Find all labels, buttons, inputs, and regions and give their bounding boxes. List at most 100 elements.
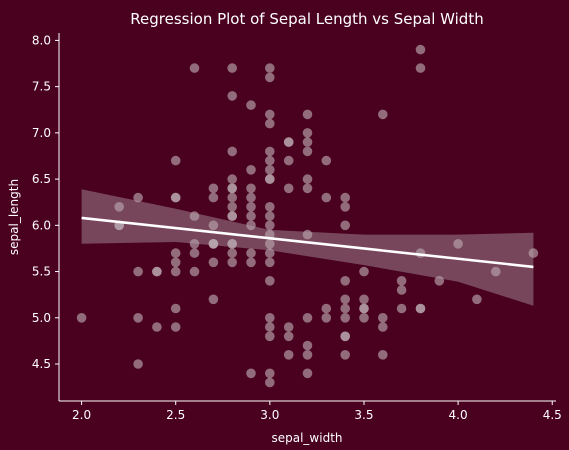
scatter-point [208,239,219,249]
scatter-point [396,303,407,314]
scatter-point [208,192,219,203]
scatter-point [265,322,275,332]
scatter-point [133,313,143,323]
scatter-point [265,202,275,212]
scatter-point [302,313,313,323]
scatter-point [321,192,332,203]
scatter-point [265,239,275,249]
scatter-point [340,303,351,314]
scatter-point [265,211,275,221]
scatter-point [76,313,87,323]
scatter-point [246,220,256,231]
regression-line [81,216,534,269]
scatter-point [246,257,256,268]
scatter-point [340,192,351,203]
scatter-point [246,202,256,212]
scatter-point [321,313,332,323]
scatter-point [302,146,313,157]
scatter-point [340,220,351,231]
scatter-point [302,174,313,184]
y-tick-label: 4.5 [32,357,51,371]
x-tick-label: 3.5 [354,408,373,422]
scatter-point [359,294,369,305]
y-axis-label: sepal_length [7,179,21,255]
regression-line-layer [81,216,534,269]
scatter-point [396,285,407,295]
scatter-point [283,183,294,194]
scatter-point [415,63,426,73]
scatter-point [170,266,181,277]
scatter-point [340,331,351,342]
scatter-point [340,276,351,286]
scatter-point [265,276,275,286]
x-axis-label: sepal_width [271,431,342,445]
y-tick-label: 7.0 [32,126,51,140]
scatter-point [246,211,256,221]
scatter-point [189,63,200,73]
x-tick-label: 4.0 [449,408,468,422]
scatter-point [415,303,426,314]
scatter-point [246,165,256,175]
scatter-point [265,155,275,166]
y-tick-label: 8.0 [32,33,51,47]
scatter-point [114,202,124,212]
scatter-point [227,183,237,194]
scatter-point [227,146,237,157]
scatter-point [246,183,256,194]
scatter-point [208,183,219,194]
scatter-point [265,63,275,73]
scatter-point [528,248,539,258]
scatter-point [302,137,313,147]
scatter-point [283,350,294,360]
scatter-point [189,248,200,258]
scatter-point [302,109,313,120]
scatter-point [227,257,237,268]
scatter-point [302,368,313,379]
scatter-point [378,350,388,360]
scatter-point [359,313,369,323]
scatter-point [227,91,237,101]
chart-title: Regression Plot of Sepal Length vs Sepal… [130,10,483,28]
scatter-point [170,192,181,203]
scatter-point [321,303,332,314]
scatter-point [472,294,482,305]
scatter-point [227,192,237,203]
y-tick-label: 6.5 [32,172,51,186]
scatter-point [227,248,237,258]
scatter-point [208,257,219,268]
scatter-point [340,313,351,323]
scatter-point [283,155,294,166]
scatter-point [227,202,237,212]
scatter-point [246,368,256,379]
scatter-point [189,239,200,249]
scatter-point [133,266,143,277]
scatter-point [302,128,313,138]
scatter-point [227,63,237,73]
x-axis-ticks: 2.0 2.5 3.0 3.5 4.0 4.5 [72,401,562,422]
scatter-point [170,257,181,268]
scatter-point [265,248,275,258]
scatter-point [302,340,313,351]
scatter-point [227,239,237,249]
scatter-point [133,192,143,203]
scatter-point [378,109,388,120]
y-tick-label: 5.0 [32,311,51,325]
scatter-point [189,211,200,221]
scatter-point [265,72,275,83]
scatter-point [265,331,275,342]
scatter-point [283,331,294,342]
scatter-point [265,257,275,268]
scatter-point [152,266,162,277]
scatter-point [283,137,294,147]
scatter-point [152,322,162,332]
scatter-point [265,165,275,175]
scatter-point [265,146,275,157]
scatter-point [340,202,351,212]
scatter-point [170,303,181,314]
scatter-point [265,220,275,231]
y-tick-label: 7.5 [32,80,51,94]
scatter-point [378,322,388,332]
scatter-point [378,313,388,323]
scatter-point [265,118,275,129]
